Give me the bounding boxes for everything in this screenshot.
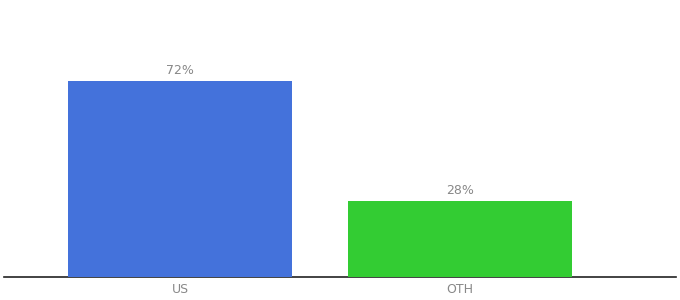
Text: 28%: 28% [446, 184, 474, 197]
Bar [68, 81, 292, 277]
Text: 72%: 72% [166, 64, 194, 76]
Bar [348, 201, 572, 277]
